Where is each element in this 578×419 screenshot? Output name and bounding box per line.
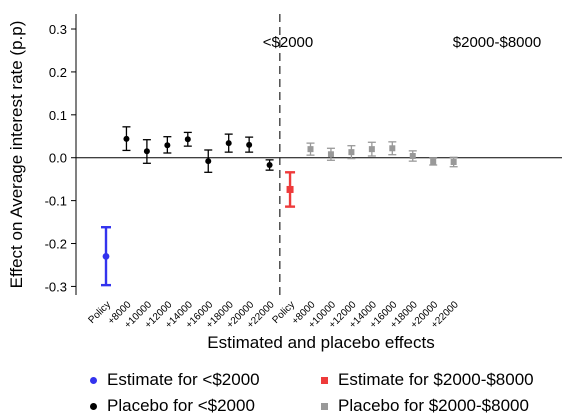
y-tick-label: 0.1 [49,108,67,123]
panel-label-low: <$2000 [263,34,313,51]
y-axis-title: Effect on Average interest rate (p.p) [7,21,26,289]
legend-item-placebo-high: Placebo for $2000-$8000 [321,396,529,416]
legend-item-estimate-low: Estimate for <$2000 [90,370,260,390]
chart: -0.3 -0.2 -0.1 0.0 0.1 0.2 0.3 <$2000 $2000-$800… [7,14,562,352]
y-tick-label: 0.2 [49,65,67,80]
x-axis-title: Estimated and placebo effects [207,333,434,352]
legend-label: Estimate for $2000-$8000 [338,370,534,389]
legend-square-icon [321,376,328,384]
y-tick-label: -0.2 [45,237,67,252]
data-point [368,146,375,153]
data-point [225,140,232,147]
data-point [286,185,294,193]
data-point [246,141,253,148]
data-point [266,162,273,169]
data-point [102,252,110,260]
data-point [409,153,416,160]
legend-item-placebo-low: Placebo for <$2000 [90,396,255,416]
data-point [205,158,212,165]
legend-circle-icon [90,376,97,384]
data-point [348,149,355,156]
y-tick-label: -0.3 [45,279,67,294]
data-point [389,145,396,152]
y-tick-label: 0.0 [49,151,67,166]
legend-label: Estimate for <$2000 [107,370,260,389]
panel-label-high: $2000-$8000 [453,34,541,51]
data-point [430,158,437,165]
legend-square-icon [321,402,328,410]
legend: Estimate for <$2000 Estimate for $2000-$… [0,360,578,419]
data-point [450,159,457,166]
data-point [327,151,334,158]
data-point [184,136,191,143]
data-point [123,135,130,142]
y-tick-label: 0.3 [49,22,67,37]
legend-label: Placebo for $2000-$8000 [338,396,529,415]
legend-item-estimate-high: Estimate for $2000-$8000 [321,370,534,390]
data-point [143,148,150,155]
y-tick-label: -0.1 [45,194,67,209]
data-point [307,146,314,153]
legend-label: Placebo for <$2000 [107,396,255,415]
legend-circle-icon [90,402,97,410]
data-point [164,142,171,149]
